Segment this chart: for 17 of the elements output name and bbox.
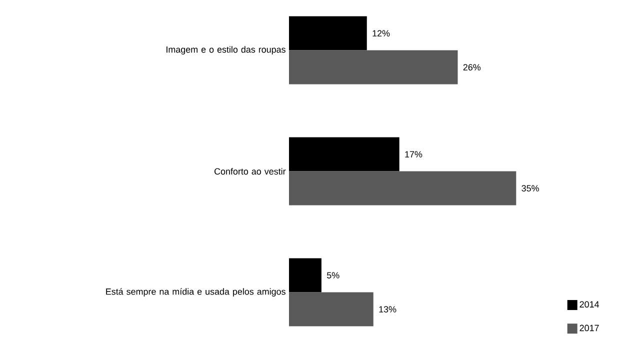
data-label: 35% [522, 185, 539, 192]
bar [289, 171, 516, 206]
data-label: 26% [463, 64, 481, 70]
data-label: 17% [405, 151, 422, 158]
y-tick-label: Conforto ao vestir [214, 168, 286, 175]
bar [289, 292, 374, 326]
legend-label: 2014 [580, 301, 600, 308]
data-label: 13% [379, 306, 396, 312]
legend-label: 2017 [580, 324, 599, 332]
y-tick-label: Imagem e o estilo das roupas [166, 46, 286, 54]
bar [289, 258, 322, 292]
y-tick-label: Está sempre na mídia e usada pelos amigos [106, 288, 286, 297]
data-label: 12% [372, 30, 390, 36]
bar [289, 16, 367, 50]
bar [289, 137, 400, 172]
data-label: 5% [326, 272, 340, 278]
bar [289, 50, 458, 84]
